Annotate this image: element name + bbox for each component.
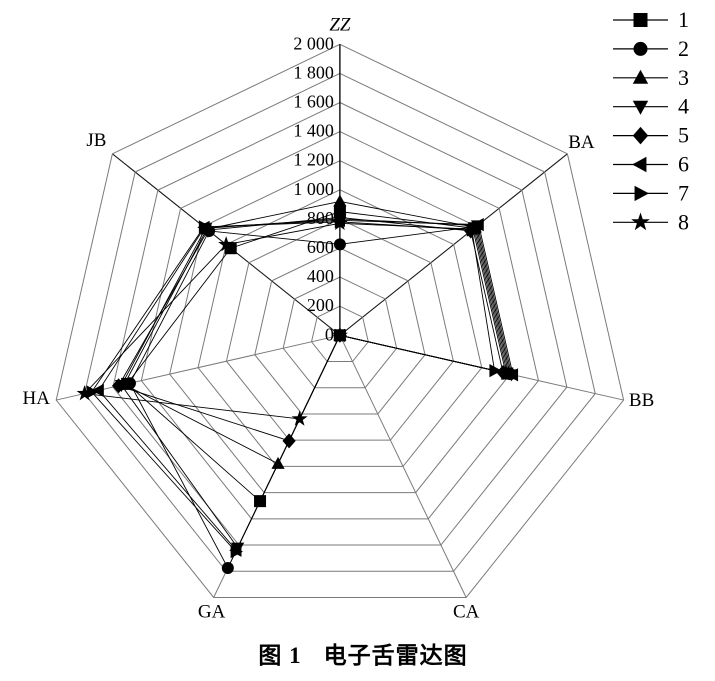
svg-text:CA: CA bbox=[453, 602, 480, 623]
svg-text:3: 3 bbox=[678, 65, 689, 90]
svg-text:5: 5 bbox=[678, 123, 689, 148]
svg-text:2 000: 2 000 bbox=[293, 33, 334, 53]
svg-text:BB: BB bbox=[629, 390, 654, 411]
svg-text:600: 600 bbox=[307, 237, 334, 257]
svg-text:6: 6 bbox=[678, 152, 689, 177]
svg-text:HA: HA bbox=[22, 388, 50, 409]
svg-text:BA: BA bbox=[568, 132, 595, 153]
svg-text:1 000: 1 000 bbox=[293, 179, 334, 199]
svg-text:200: 200 bbox=[307, 295, 334, 315]
svg-text:JB: JB bbox=[86, 130, 106, 151]
svg-text:1 400: 1 400 bbox=[293, 121, 334, 141]
svg-text:ZZ: ZZ bbox=[329, 14, 351, 35]
svg-text:1 800: 1 800 bbox=[293, 62, 334, 82]
svg-text:8: 8 bbox=[678, 209, 689, 234]
svg-text:1 200: 1 200 bbox=[293, 150, 334, 170]
svg-text:1 600: 1 600 bbox=[293, 92, 334, 112]
svg-text:2: 2 bbox=[678, 36, 689, 61]
svg-text:0: 0 bbox=[325, 324, 334, 344]
svg-text:7: 7 bbox=[678, 180, 689, 205]
svg-text:1: 1 bbox=[678, 7, 689, 32]
svg-text:GA: GA bbox=[198, 602, 226, 623]
svg-text:400: 400 bbox=[307, 266, 334, 286]
svg-text:4: 4 bbox=[678, 94, 689, 119]
